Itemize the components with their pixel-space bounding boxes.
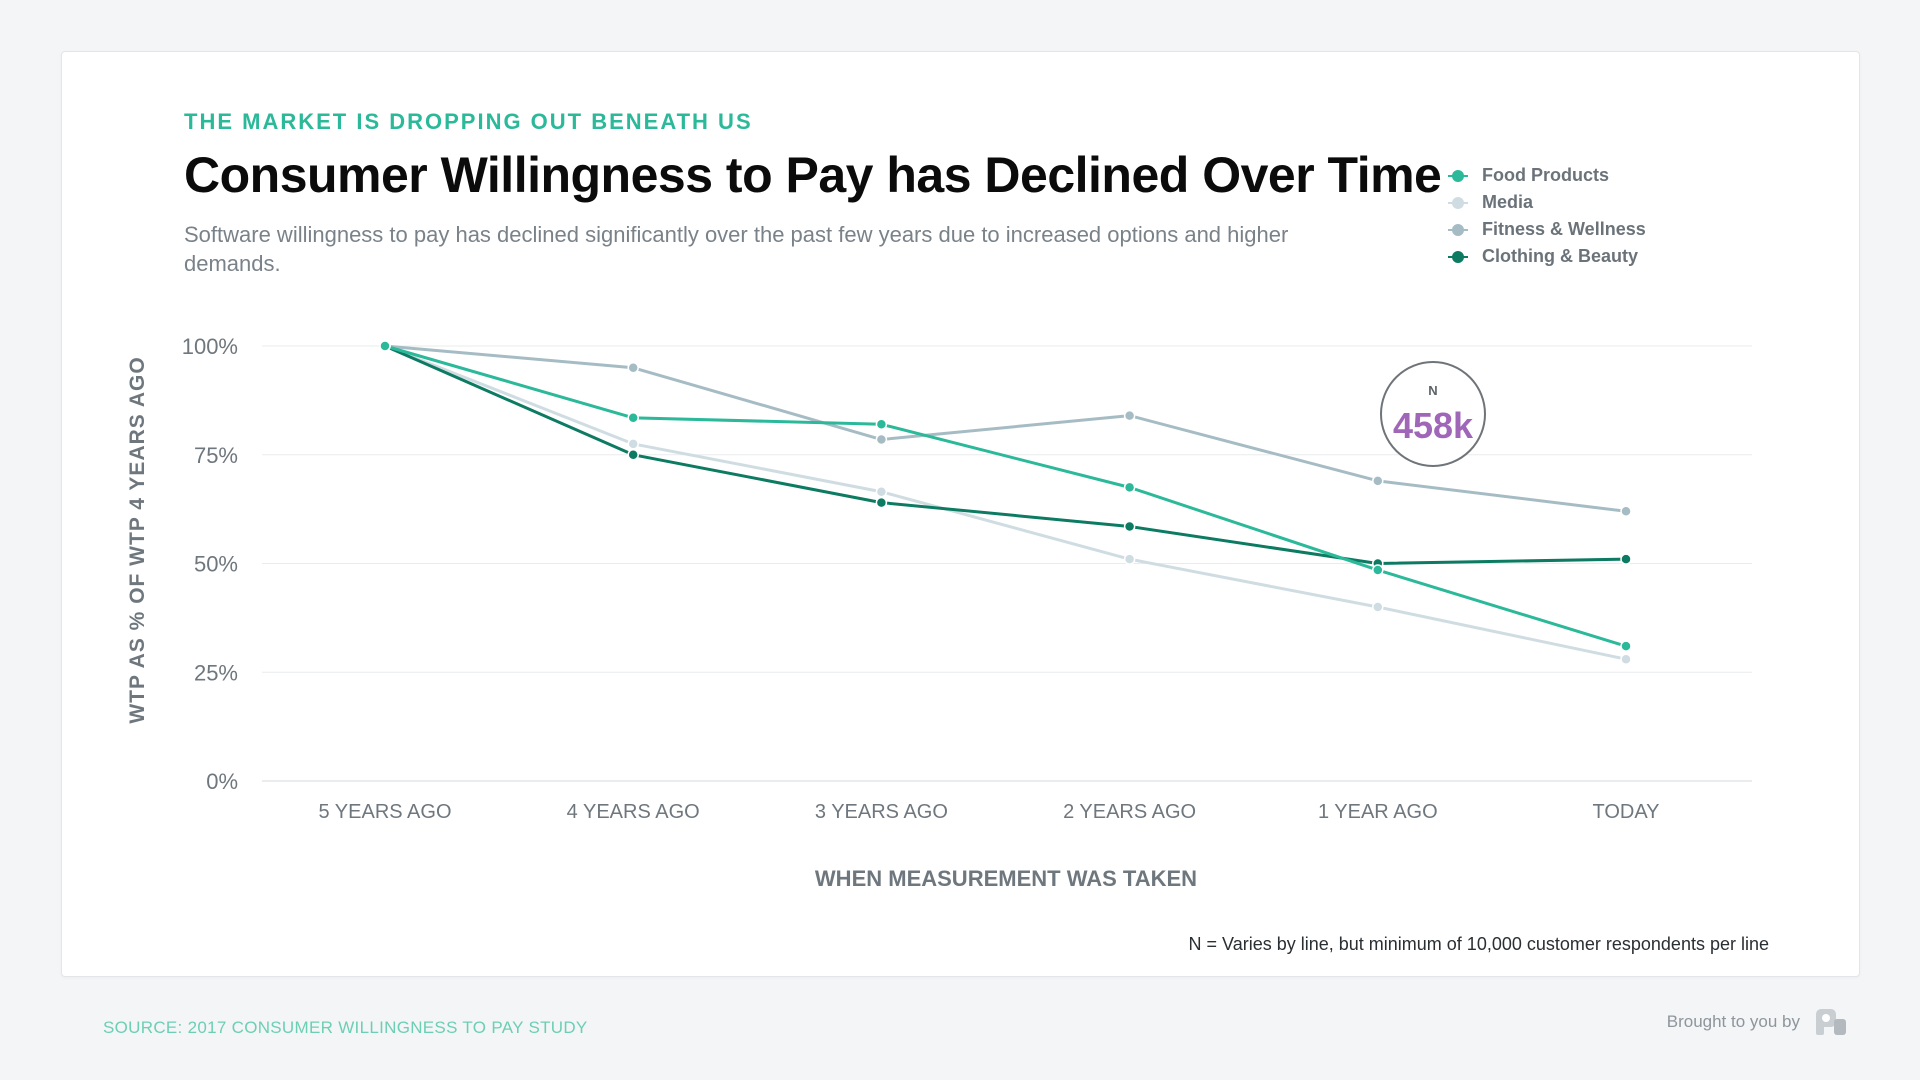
- legend-item-0: Food Products: [1448, 162, 1646, 189]
- y-tick-label-2: 50%: [194, 552, 238, 577]
- series-1-point-3: [1123, 553, 1136, 565]
- x-tick-label-0: 5 YEARS AGO: [318, 801, 451, 823]
- series-0-point-1: [627, 412, 639, 424]
- y-axis-label: WTP AS % OF WTP 4 YEARS AGO: [126, 356, 149, 723]
- sample-size-label: N: [1428, 383, 1438, 398]
- x-tick-label-2: 3 YEARS AGO: [815, 801, 948, 823]
- legend-swatch-3: [1448, 250, 1468, 264]
- page-subtitle: Software willingness to pay has declined…: [184, 222, 1289, 276]
- eyebrow-text: THE MARKET IS DROPPING OUT BENEATH US: [184, 109, 753, 134]
- legend-swatch-0: [1448, 169, 1468, 183]
- sample-size-badge: N 458k: [1380, 361, 1486, 467]
- x-tick-label-5: TODAY: [1592, 801, 1659, 823]
- series-line-0: [384, 344, 1627, 648]
- series-2-point-1: [627, 362, 639, 374]
- series-2-point-4: [1372, 475, 1384, 487]
- x-axis-label: WHEN MEASUREMENT WAS TAKEN: [815, 866, 1197, 891]
- series-3-point-2: [875, 496, 888, 509]
- x-tick-label-3: 2 YEARS AGO: [1063, 801, 1196, 823]
- series-1-point-1: [627, 438, 639, 450]
- series-line-2: [384, 344, 1627, 513]
- series-2-point-5: [1620, 505, 1632, 518]
- sample-size-value: 458k: [1392, 405, 1474, 446]
- series-0-point-2: [875, 418, 888, 431]
- brand-credit[interactable]: Brought to you by: [1667, 1007, 1848, 1037]
- x-tick-label-4: 1 YEAR AGO: [1318, 801, 1438, 823]
- series-0-point-4: [1372, 564, 1384, 576]
- legend-item-3: Clothing & Beauty: [1448, 243, 1646, 270]
- series-3-point-5: [1620, 553, 1632, 565]
- legend-label-2: Fitness & Wellness: [1482, 219, 1646, 239]
- series-3-point-1: [627, 449, 639, 461]
- x-tick-label-1: 4 YEARS AGO: [567, 801, 700, 823]
- y-tick-label-3: 75%: [194, 443, 238, 468]
- series-0-point-5: [1620, 640, 1632, 652]
- series-0-point-3: [1123, 481, 1136, 494]
- legend-swatch-1: [1448, 196, 1468, 210]
- y-tick-label-4: 100%: [182, 334, 238, 359]
- chart-legend: Food Products Media Fitness & Wellness Clot…: [1448, 162, 1646, 270]
- legend-swatch-2: [1448, 223, 1468, 237]
- source-note: SOURCE: 2017 CONSUMER WILLINGNESS TO PAY…: [103, 1018, 588, 1037]
- series-1-point-2: [875, 485, 888, 498]
- legend-label-1: Media: [1482, 192, 1534, 212]
- legend-item-2: Fitness & Wellness: [1448, 216, 1646, 243]
- series-line-1: [384, 344, 1627, 661]
- brand-text: Brought to you by: [1666, 1012, 1800, 1031]
- series-2-point-3: [1123, 409, 1136, 422]
- series-line-3: [384, 344, 1627, 565]
- legend-label-3: Clothing & Beauty: [1482, 246, 1638, 266]
- series-2-point-2: [875, 433, 888, 446]
- y-tick-label-1: 25%: [194, 660, 238, 685]
- page-title: Consumer Willingness to Pay has Declined…: [184, 147, 1442, 203]
- footnote: N = Varies by line, but minimum of 10,00…: [1188, 934, 1769, 954]
- profitwell-logo-icon: [1816, 1009, 1846, 1035]
- series-1-point-4: [1372, 601, 1384, 613]
- series-0-point-0: [379, 340, 391, 352]
- legend-label-0: Food Products: [1482, 165, 1609, 185]
- legend-item-1: Media: [1448, 189, 1646, 216]
- y-tick-label-0: 0%: [206, 769, 238, 794]
- series-1-point-5: [1620, 653, 1632, 665]
- series-3-point-3: [1123, 520, 1136, 533]
